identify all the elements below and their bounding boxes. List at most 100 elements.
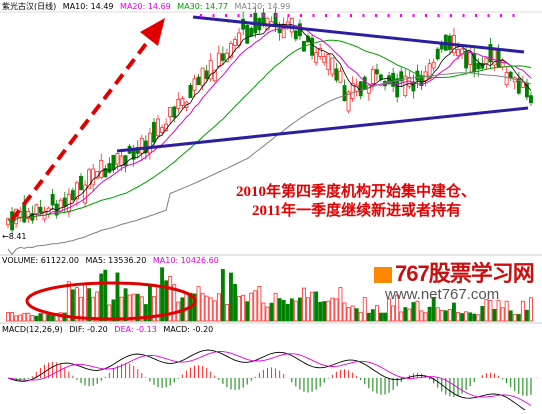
volume-bar (500, 307, 505, 322)
volume-bar (310, 291, 315, 322)
volume-bar (391, 305, 396, 322)
candle-body (306, 35, 310, 43)
macd-value: MACD: -0.20 (163, 325, 214, 334)
volume-bar (99, 273, 104, 322)
event-marker (462, 14, 465, 17)
lower-trendline (116, 106, 529, 153)
volume-bar (172, 284, 177, 322)
volume-bar (314, 291, 319, 322)
volume-bar (484, 299, 489, 322)
candle-body (358, 81, 363, 97)
candle-body (310, 37, 315, 56)
candle-body (293, 30, 298, 40)
volume-bar (79, 296, 83, 322)
volume-bar (135, 293, 140, 322)
candle-body (249, 27, 254, 37)
ma-line-short (7, 23, 532, 226)
event-marker (425, 14, 427, 17)
triangle-trendlines (116, 15, 529, 153)
volume-bar (184, 292, 189, 322)
candle-body (115, 153, 120, 165)
candle-body (188, 85, 193, 98)
watermark-url: www.net767.com (385, 286, 500, 303)
candle-body (318, 48, 323, 57)
candle-body (91, 168, 96, 185)
candle-body (212, 69, 217, 82)
volume-bar (30, 315, 35, 322)
candle-body (152, 122, 156, 143)
volume-bar (285, 303, 290, 322)
candle-body (342, 85, 347, 102)
candle-body (314, 52, 319, 63)
candle-body (431, 61, 436, 69)
logo-chart-icon (374, 267, 392, 283)
uptrend-arrow (10, 18, 165, 222)
price-header: 紫光古汉(日线) MA10: 14.49 MA20: 14.69 MA30: 1… (2, 1, 294, 12)
candle-body (524, 83, 529, 98)
volume-bar (464, 311, 469, 322)
candle-body (103, 168, 108, 178)
volume-bar (152, 296, 156, 322)
candle-body (204, 70, 209, 80)
volume-bar (504, 300, 509, 322)
candle-body (119, 155, 124, 166)
volume-ma10: MA10: 10426.60 (152, 256, 219, 265)
volume-bar (488, 299, 493, 322)
candle-body (411, 81, 416, 92)
candle-body (334, 68, 339, 81)
candle-body (322, 56, 327, 63)
volume-bar (350, 305, 355, 322)
volume-bar (75, 287, 79, 322)
candle-body (66, 193, 71, 213)
candle-body (419, 75, 424, 87)
candle-body (168, 107, 173, 117)
volume-bar (302, 287, 306, 322)
candle-body (391, 72, 396, 87)
candle-body (83, 184, 87, 204)
candle-body (520, 81, 525, 88)
volume-bar (334, 298, 339, 322)
candle-body (241, 18, 246, 30)
candle-body (362, 76, 367, 90)
volume-bar (297, 297, 302, 322)
volume-bar (520, 300, 525, 322)
candle-body (26, 211, 31, 219)
volume-bar (14, 315, 19, 322)
volume-bar (168, 276, 173, 322)
candle-body (516, 78, 521, 94)
candle-body (200, 67, 205, 87)
candle-body (139, 137, 144, 154)
candle-body (111, 155, 116, 170)
candle-body (172, 106, 177, 118)
volume-bar (346, 307, 351, 322)
event-marker (312, 14, 315, 17)
macd-dif: DIF: -0.20 (69, 325, 108, 334)
candle-body (50, 193, 55, 206)
event-marker (350, 14, 352, 17)
event-marker (437, 14, 440, 17)
volume-bar (95, 291, 100, 322)
volume-bar (233, 284, 237, 322)
volume-bar (480, 306, 485, 322)
candle-body (435, 48, 440, 60)
event-marker (262, 14, 265, 17)
candle-body (216, 52, 221, 67)
candle-body (504, 72, 509, 86)
candle-body (326, 54, 331, 70)
event-marker (212, 14, 215, 17)
volume-bar (338, 287, 343, 322)
volume-label: VOLUME: 61122.00 (2, 256, 79, 265)
candle-body (508, 71, 513, 79)
volume-bar (358, 311, 363, 322)
volume-bar (496, 300, 501, 322)
volume-ma5: MA5: 13536.20 (85, 256, 147, 265)
volume-bar (443, 310, 448, 322)
volume-bar (22, 312, 27, 322)
event-marker (300, 14, 302, 17)
event-marker (250, 14, 252, 17)
macd-dif-line (7, 349, 532, 414)
candle-body (488, 44, 493, 63)
volume-bar (216, 293, 221, 322)
